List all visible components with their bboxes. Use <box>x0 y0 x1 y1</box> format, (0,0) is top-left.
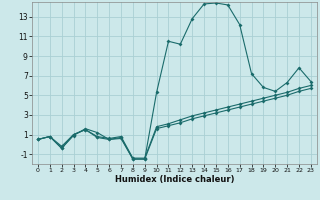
X-axis label: Humidex (Indice chaleur): Humidex (Indice chaleur) <box>115 175 234 184</box>
